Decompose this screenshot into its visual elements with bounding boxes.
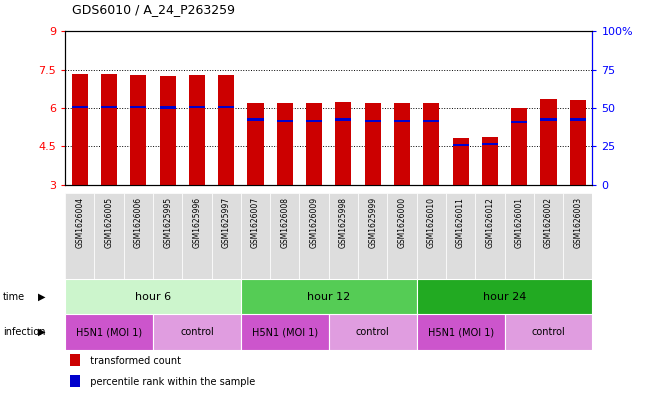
Bar bbox=[505, 314, 592, 350]
Text: ▶: ▶ bbox=[38, 327, 46, 337]
Bar bbox=[423, 103, 439, 185]
Bar bbox=[182, 193, 212, 279]
Bar bbox=[189, 106, 205, 108]
Text: H5N1 (MOI 1): H5N1 (MOI 1) bbox=[428, 327, 493, 337]
Bar bbox=[72, 106, 88, 108]
Text: hour 24: hour 24 bbox=[483, 292, 526, 302]
Bar bbox=[387, 193, 417, 279]
Text: time: time bbox=[3, 292, 25, 302]
Text: GDS6010 / A_24_P263259: GDS6010 / A_24_P263259 bbox=[72, 3, 234, 16]
Bar bbox=[423, 120, 439, 122]
Bar bbox=[540, 118, 557, 121]
Bar bbox=[534, 193, 563, 279]
Bar bbox=[65, 314, 153, 350]
Bar bbox=[124, 193, 153, 279]
Text: ▶: ▶ bbox=[38, 292, 46, 302]
Bar bbox=[218, 106, 234, 108]
Bar bbox=[101, 106, 117, 108]
Bar bbox=[365, 103, 381, 185]
Bar bbox=[247, 118, 264, 121]
Bar bbox=[505, 193, 534, 279]
Bar bbox=[417, 314, 505, 350]
Bar bbox=[277, 120, 293, 122]
Bar bbox=[94, 193, 124, 279]
Bar bbox=[306, 103, 322, 185]
Bar bbox=[452, 144, 469, 146]
Bar bbox=[241, 279, 417, 314]
Text: GSM1625997: GSM1625997 bbox=[222, 197, 230, 248]
Bar bbox=[335, 102, 352, 185]
Bar bbox=[277, 103, 293, 185]
Bar bbox=[130, 106, 146, 108]
Bar bbox=[299, 193, 329, 279]
Text: GSM1626009: GSM1626009 bbox=[310, 197, 318, 248]
Bar bbox=[365, 120, 381, 122]
Text: GSM1626012: GSM1626012 bbox=[486, 197, 494, 248]
Bar bbox=[241, 193, 270, 279]
Bar bbox=[247, 103, 264, 185]
Bar bbox=[212, 193, 241, 279]
Bar bbox=[329, 314, 417, 350]
Text: transformed count: transformed count bbox=[83, 356, 180, 365]
Bar bbox=[153, 193, 182, 279]
Text: control: control bbox=[180, 327, 214, 337]
Text: GSM1626002: GSM1626002 bbox=[544, 197, 553, 248]
Bar bbox=[540, 99, 557, 185]
Bar bbox=[417, 193, 446, 279]
Bar bbox=[329, 193, 358, 279]
Text: hour 6: hour 6 bbox=[135, 292, 171, 302]
Bar bbox=[72, 73, 88, 185]
Text: GSM1626003: GSM1626003 bbox=[574, 197, 582, 248]
Text: GSM1626007: GSM1626007 bbox=[251, 197, 260, 248]
Text: H5N1 (MOI 1): H5N1 (MOI 1) bbox=[252, 327, 318, 337]
Bar bbox=[65, 279, 241, 314]
Bar bbox=[482, 143, 498, 145]
Bar bbox=[511, 121, 527, 123]
Bar bbox=[241, 314, 329, 350]
Bar bbox=[452, 138, 469, 185]
Bar bbox=[335, 118, 352, 121]
Bar bbox=[153, 314, 241, 350]
Bar bbox=[159, 107, 176, 109]
Text: GSM1626011: GSM1626011 bbox=[456, 197, 465, 248]
Bar bbox=[218, 75, 234, 185]
Text: GSM1626001: GSM1626001 bbox=[515, 197, 523, 248]
Bar bbox=[394, 120, 410, 122]
Bar bbox=[159, 76, 176, 185]
Bar bbox=[70, 354, 80, 366]
Text: GSM1625996: GSM1625996 bbox=[193, 197, 201, 248]
Bar bbox=[570, 100, 586, 185]
Text: H5N1 (MOI 1): H5N1 (MOI 1) bbox=[76, 327, 142, 337]
Bar bbox=[70, 375, 80, 387]
Text: GSM1626010: GSM1626010 bbox=[427, 197, 436, 248]
Bar bbox=[189, 75, 205, 185]
Bar bbox=[101, 73, 117, 185]
Bar bbox=[570, 118, 586, 121]
Bar bbox=[482, 138, 498, 185]
Text: GSM1625999: GSM1625999 bbox=[368, 197, 377, 248]
Text: control: control bbox=[532, 327, 565, 337]
Bar bbox=[563, 193, 592, 279]
Bar bbox=[511, 108, 527, 185]
Bar bbox=[270, 193, 299, 279]
Bar bbox=[446, 193, 475, 279]
Bar bbox=[306, 120, 322, 122]
Text: GSM1626000: GSM1626000 bbox=[398, 197, 406, 248]
Text: GSM1626005: GSM1626005 bbox=[105, 197, 113, 248]
Text: percentile rank within the sample: percentile rank within the sample bbox=[83, 377, 255, 387]
Text: GSM1625995: GSM1625995 bbox=[163, 197, 172, 248]
Text: hour 12: hour 12 bbox=[307, 292, 350, 302]
Text: control: control bbox=[356, 327, 389, 337]
Bar bbox=[65, 193, 94, 279]
Bar bbox=[394, 103, 410, 185]
Text: GSM1625998: GSM1625998 bbox=[339, 197, 348, 248]
Bar bbox=[475, 193, 505, 279]
Text: infection: infection bbox=[3, 327, 46, 337]
Text: GSM1626006: GSM1626006 bbox=[134, 197, 143, 248]
Text: GSM1626008: GSM1626008 bbox=[281, 197, 289, 248]
Text: GSM1626004: GSM1626004 bbox=[76, 197, 84, 248]
Bar bbox=[358, 193, 387, 279]
Bar bbox=[130, 75, 146, 185]
Bar bbox=[417, 279, 592, 314]
